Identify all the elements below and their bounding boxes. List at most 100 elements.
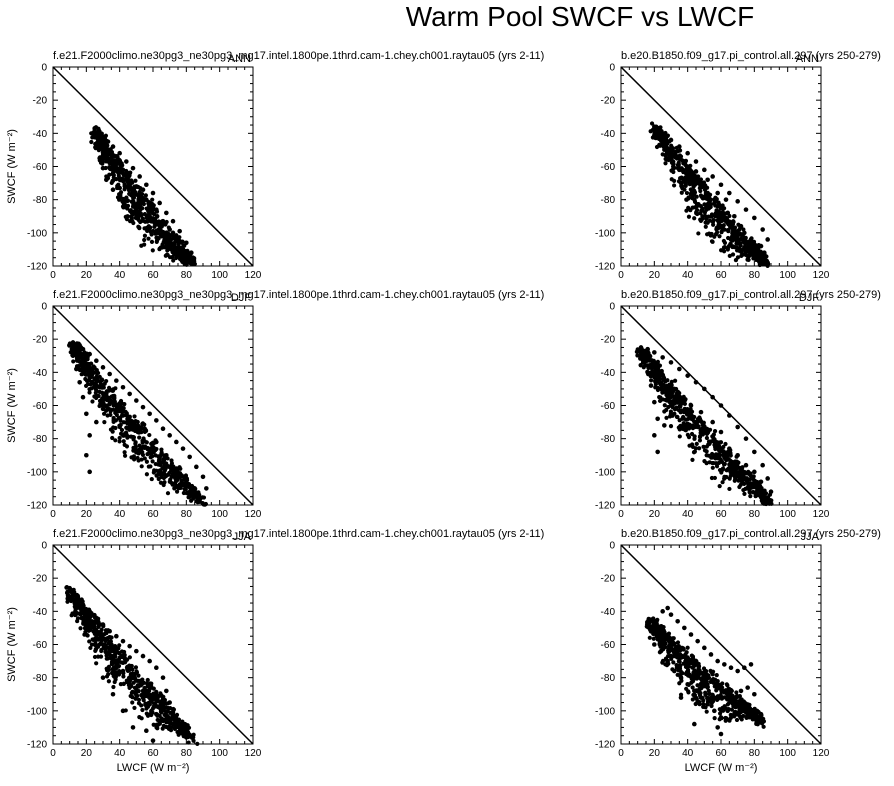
scatter-point (692, 434, 697, 439)
scatter-point (652, 350, 657, 355)
scatter-point (664, 663, 670, 668)
scatter-point (735, 668, 740, 674)
scatter-point (743, 238, 748, 243)
scatter-point (715, 725, 720, 730)
scatter-point (660, 142, 665, 148)
scatter-point (79, 372, 84, 377)
scatter-point (668, 403, 674, 408)
scatter-point (170, 709, 176, 714)
scatter-point (645, 357, 651, 363)
panel-season-label: ANN (796, 53, 819, 65)
x-axis-label: LWCF (W m⁻²) (685, 762, 758, 774)
scatter-point (669, 656, 674, 662)
scatter-point (188, 498, 194, 503)
scatter-point (732, 695, 737, 700)
scatter-point (107, 648, 112, 654)
scatter-point (724, 716, 729, 721)
scatter-point (175, 722, 180, 727)
y-tick-label: -80 (33, 195, 48, 206)
x-tick-label: 20 (81, 270, 93, 281)
x-axis-label: LWCF (W m⁻²) (117, 762, 190, 774)
scatter-point (685, 425, 690, 430)
scatter-point (676, 659, 681, 664)
panel-case-title: b.e20.B1850.f09_g17.pi_control.all.297 (… (621, 289, 881, 301)
scatter-point (677, 434, 682, 439)
scatter-point (98, 654, 104, 659)
scatter-point (84, 362, 90, 368)
scatter-point (160, 218, 166, 224)
scatter-point (117, 425, 122, 430)
scatter-point (728, 237, 734, 242)
scatter-point (176, 247, 181, 252)
scatter-point (697, 700, 702, 705)
scatter-point (746, 242, 751, 247)
scatter-point (760, 718, 766, 723)
scatter-point (675, 672, 680, 677)
scatter-point (112, 674, 117, 679)
scatter-point (111, 415, 116, 421)
scatter-point (139, 716, 144, 721)
scatter-point (658, 631, 663, 637)
scatter-point (113, 386, 118, 391)
scatter-point (81, 351, 87, 357)
scatter-point (79, 597, 84, 602)
y-tick-label: 0 (609, 302, 615, 313)
scatter-point (76, 602, 81, 607)
scatter-point (683, 183, 688, 189)
scatter-point (104, 177, 109, 183)
scatter-point (98, 633, 103, 638)
scatter-point (760, 227, 765, 232)
x-tick-label: 40 (682, 270, 694, 281)
scatter-point (139, 457, 144, 462)
scatter-point (742, 230, 747, 236)
scatter-point (665, 378, 670, 383)
scatter-point (95, 131, 101, 136)
scatter-point (759, 485, 764, 491)
scatter-point (657, 371, 662, 376)
scatter-point (765, 260, 770, 265)
scatter-point (105, 413, 110, 418)
scatter-point (148, 681, 153, 686)
scatter-point (717, 484, 722, 489)
scatter-point (697, 446, 702, 451)
scatter-point (703, 690, 708, 695)
scatter-point (698, 695, 704, 700)
scatter-point (96, 644, 101, 649)
scatter-point (195, 492, 201, 497)
scatter-point (140, 452, 146, 457)
scatter-point (168, 728, 174, 733)
reference-line (52, 305, 254, 506)
scatter-point (660, 131, 665, 136)
scatter-point (124, 432, 129, 437)
scatter-point (122, 173, 127, 178)
scatter-point (677, 148, 683, 153)
scatter-point (712, 696, 718, 701)
scatter-point (87, 613, 92, 618)
scatter-point (710, 677, 715, 682)
x-tick-label: 80 (749, 509, 761, 520)
scatter-point (768, 489, 774, 495)
scatter-point (723, 197, 729, 202)
scatter-point (75, 595, 81, 601)
scatter-point (715, 204, 720, 209)
x-tick-label: 100 (211, 270, 228, 281)
scatter-point (727, 190, 732, 196)
scatter-point (715, 190, 720, 196)
scatter-point (648, 617, 654, 622)
scatter-point (642, 353, 647, 358)
y-tick-label: 0 (41, 63, 47, 74)
scatter-point (127, 675, 132, 680)
scatter-point (710, 174, 715, 179)
scatter-point (127, 643, 132, 649)
scatter-point (149, 441, 154, 446)
scatter-point (703, 224, 708, 229)
scatter-point (720, 209, 725, 215)
scatter-point (724, 475, 729, 480)
scatter-point (705, 684, 710, 690)
scatter-point (119, 649, 125, 654)
scatter-point (652, 372, 657, 377)
scatter-point (101, 147, 106, 152)
scatter-point (127, 427, 132, 432)
scatter-point (170, 466, 175, 471)
x-tick-label: 0 (618, 748, 624, 759)
